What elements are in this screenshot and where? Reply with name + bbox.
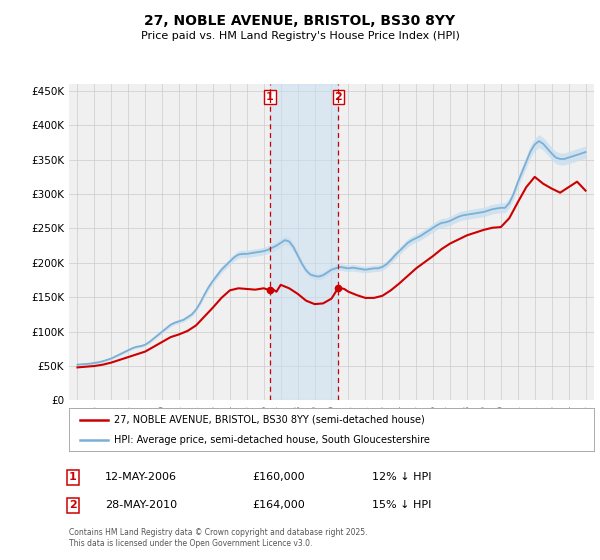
Text: 12-MAY-2006: 12-MAY-2006	[105, 472, 177, 482]
Text: 27, NOBLE AVENUE, BRISTOL, BS30 8YY (semi-detached house): 27, NOBLE AVENUE, BRISTOL, BS30 8YY (sem…	[113, 415, 424, 424]
Text: 2: 2	[69, 500, 77, 510]
Text: 28-MAY-2010: 28-MAY-2010	[105, 500, 177, 510]
Text: 15% ↓ HPI: 15% ↓ HPI	[372, 500, 431, 510]
Text: 12% ↓ HPI: 12% ↓ HPI	[372, 472, 431, 482]
Text: 1: 1	[69, 472, 77, 482]
Text: Contains HM Land Registry data © Crown copyright and database right 2025.
This d: Contains HM Land Registry data © Crown c…	[69, 528, 367, 548]
Text: £160,000: £160,000	[252, 472, 305, 482]
Bar	[270, 84, 338, 400]
Text: HPI: Average price, semi-detached house, South Gloucestershire: HPI: Average price, semi-detached house,…	[113, 435, 430, 445]
Text: 1: 1	[266, 92, 274, 102]
Text: 27, NOBLE AVENUE, BRISTOL, BS30 8YY: 27, NOBLE AVENUE, BRISTOL, BS30 8YY	[145, 14, 455, 28]
Text: £164,000: £164,000	[252, 500, 305, 510]
Text: Price paid vs. HM Land Registry's House Price Index (HPI): Price paid vs. HM Land Registry's House …	[140, 31, 460, 41]
Text: 2: 2	[335, 92, 343, 102]
